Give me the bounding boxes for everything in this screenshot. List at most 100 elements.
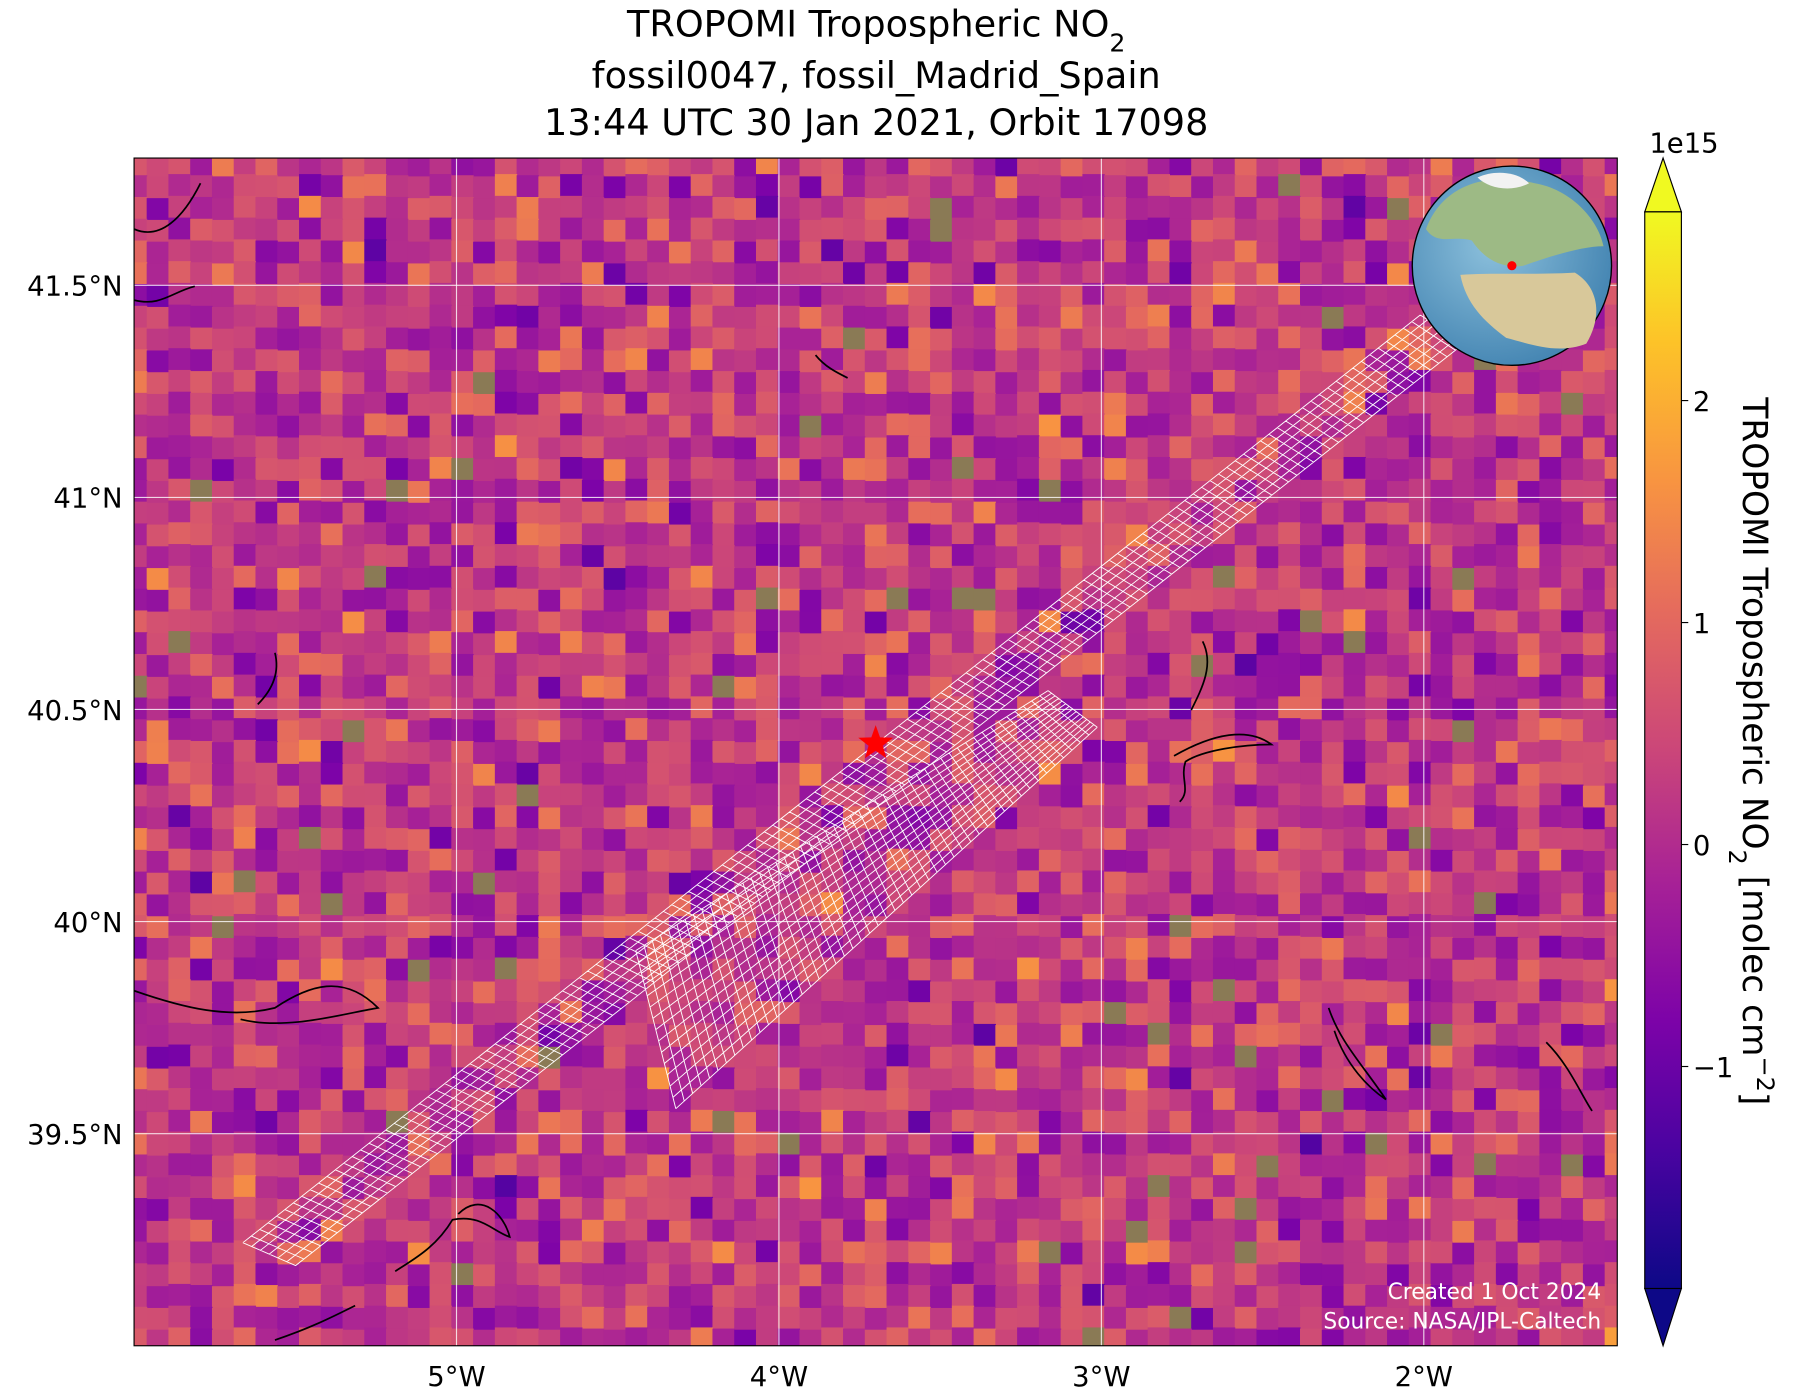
pixel	[712, 1132, 735, 1156]
pixel	[843, 653, 866, 677]
pixel	[1517, 502, 1540, 526]
pixel	[255, 262, 278, 285]
pixel	[581, 479, 605, 503]
pixel	[473, 1286, 496, 1309]
pixel	[516, 915, 539, 938]
pixel	[1582, 437, 1606, 460]
pixel	[1495, 675, 1519, 699]
pixel	[1017, 1196, 1040, 1220]
pixel	[1582, 981, 1606, 1004]
pixel	[298, 1088, 322, 1111]
pixel	[603, 1199, 626, 1222]
pixel	[864, 393, 888, 417]
pixel	[1474, 1001, 1497, 1024]
pixel	[777, 1154, 801, 1177]
pixel	[734, 241, 757, 264]
pixel	[1343, 1131, 1366, 1154]
pixel	[603, 241, 626, 264]
pixel	[211, 459, 235, 482]
pixel	[951, 326, 975, 349]
pixel	[951, 261, 975, 284]
pixel	[1561, 1023, 1584, 1047]
pixel	[1343, 1240, 1366, 1263]
pixel	[1300, 523, 1323, 546]
pixel	[320, 262, 344, 285]
pixel	[560, 609, 583, 632]
pixel	[255, 371, 278, 394]
pixel	[473, 285, 496, 308]
pixel	[1582, 415, 1606, 439]
pixel	[712, 697, 735, 720]
pixel	[1191, 524, 1214, 547]
pixel	[821, 282, 844, 306]
pixel	[1321, 502, 1345, 526]
pixel	[1365, 1110, 1388, 1134]
pixel	[1104, 1132, 1127, 1156]
pixel	[1060, 763, 1083, 787]
pixel	[1300, 1328, 1323, 1346]
pixel	[886, 1044, 909, 1067]
pixel	[233, 565, 257, 589]
pixel	[625, 587, 648, 610]
pixel	[1452, 1090, 1475, 1113]
pixel	[1038, 1132, 1062, 1156]
pixel	[1104, 741, 1127, 764]
pixel	[560, 456, 583, 480]
pixel	[886, 239, 909, 262]
pixel	[364, 935, 387, 959]
pixel	[1169, 414, 1192, 437]
pixel	[1365, 653, 1388, 677]
pixel	[1278, 587, 1301, 610]
pixel	[1365, 1285, 1388, 1308]
pixel	[1147, 761, 1171, 784]
pixel	[1038, 458, 1062, 481]
pixel	[1038, 284, 1062, 307]
pixel	[581, 675, 605, 699]
pixel	[473, 1025, 496, 1048]
pixel	[1365, 566, 1388, 590]
pixel	[886, 1327, 909, 1346]
pixel	[1365, 936, 1388, 960]
pixel	[1234, 501, 1258, 524]
pixel	[342, 742, 365, 765]
pixel	[886, 522, 909, 545]
pixel	[1582, 763, 1606, 787]
pixel	[190, 284, 213, 307]
pixel	[233, 783, 257, 806]
pixel	[1408, 718, 1432, 741]
pixel	[386, 784, 409, 807]
pixel	[1517, 437, 1540, 460]
pixel	[821, 1240, 844, 1263]
pixel	[1517, 1090, 1540, 1113]
pixel	[1256, 938, 1279, 961]
pixel	[560, 304, 583, 327]
pixel	[1256, 1155, 1279, 1178]
pixel	[1452, 524, 1475, 547]
pixel	[1169, 719, 1192, 742]
pixel	[146, 1286, 170, 1309]
pixel	[1017, 587, 1040, 610]
pixel	[190, 828, 213, 851]
pixel	[1060, 742, 1083, 765]
pixel	[473, 1046, 496, 1070]
pixel	[1038, 1067, 1062, 1090]
pixel	[364, 261, 387, 284]
pixel	[538, 1155, 561, 1178]
pixel	[908, 958, 931, 981]
pixel	[342, 306, 365, 330]
pixel	[1104, 697, 1127, 720]
pixel	[647, 1110, 670, 1134]
pixel	[538, 393, 561, 417]
pixel	[1539, 674, 1562, 697]
pixel	[951, 1131, 975, 1154]
pixel	[1430, 610, 1453, 633]
pixel	[1517, 916, 1540, 939]
pixel	[1604, 609, 1618, 632]
pixel	[930, 916, 953, 939]
pixel	[560, 674, 583, 697]
pixel	[1038, 1110, 1062, 1134]
pixel	[429, 1218, 452, 1241]
pixel	[1561, 545, 1584, 568]
pixel	[538, 1025, 561, 1048]
pixel	[407, 263, 431, 286]
